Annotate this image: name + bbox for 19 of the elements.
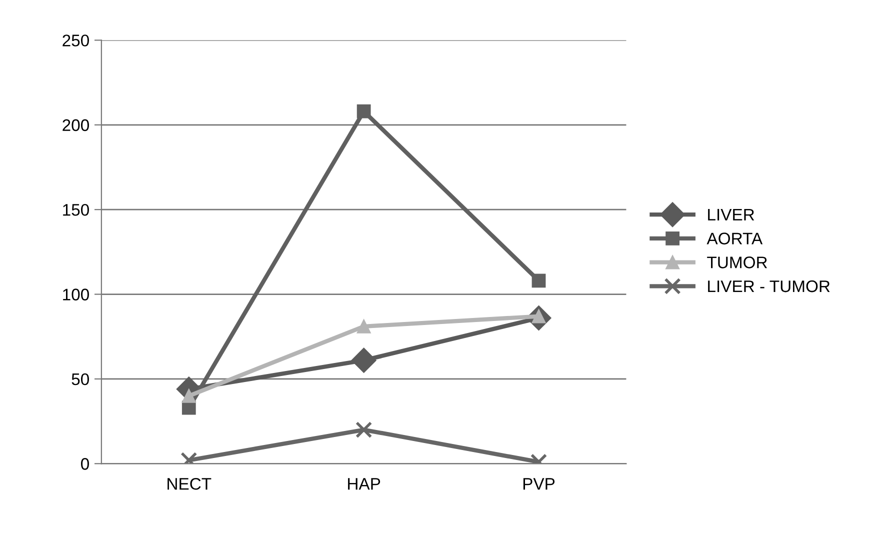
y-tick-label: 200	[62, 119, 89, 132]
legend-label: TUMOR	[707, 256, 768, 268]
point	[356, 104, 371, 118]
point	[356, 320, 371, 334]
y-tick-label: 150	[63, 204, 89, 216]
y-tick-label: 0	[81, 458, 89, 470]
y-tick-label: 50	[72, 373, 89, 386]
point	[351, 348, 376, 373]
legend-label: LIVER - TUMOR	[708, 280, 830, 292]
legend-label: LIVER	[708, 208, 754, 220]
x-tick-label: PVP	[523, 478, 555, 490]
point	[182, 388, 196, 403]
point	[355, 421, 372, 438]
y-tick-label: 250	[62, 34, 89, 46]
x-tick-label: HAP	[348, 478, 380, 490]
x-tick-label: NECT	[168, 478, 212, 490]
legend-label: AORTA	[706, 232, 763, 244]
y-tick-label: 100	[63, 288, 89, 300]
point	[532, 274, 546, 288]
